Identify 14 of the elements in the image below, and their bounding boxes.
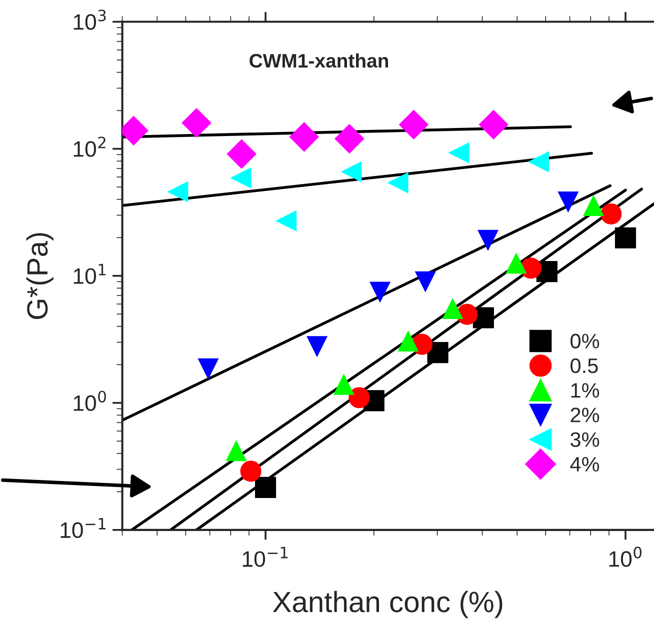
legend-label: 0% bbox=[570, 334, 600, 348]
y-tick-label: 10$^{0}$ bbox=[74, 390, 106, 411]
legend-label: 0.5 bbox=[570, 358, 598, 374]
y-tick-label: 10$^{2}$ bbox=[74, 136, 106, 157]
legend-label: 2% bbox=[570, 408, 600, 422]
y-tick-label: 10$^{3}$ bbox=[74, 10, 106, 30]
text: CWM1-xanthan bbox=[250, 53, 388, 68]
y-axis-title: G*(Pa) bbox=[26, 233, 54, 319]
legend-label: 4% bbox=[570, 456, 600, 472]
y-tick-label: 10$^{−1}$ bbox=[60, 518, 106, 538]
legend-label: 1% bbox=[571, 383, 600, 398]
y-tick-label: 10$^{1}$ bbox=[74, 264, 106, 284]
legend-label: 3% bbox=[570, 432, 600, 448]
x-axis-title: Xanthan conc (%) bbox=[272, 590, 502, 618]
